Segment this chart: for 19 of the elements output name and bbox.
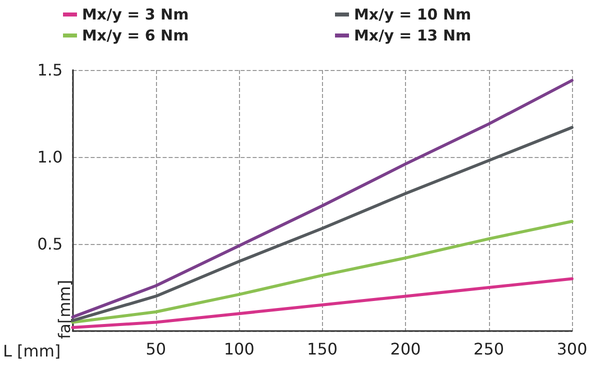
y-tick-label: 1.5 [37,60,63,80]
line-series [71,126,574,322]
y-tick-label: 1.0 [37,148,63,166]
x-tick-label: 100 [224,340,254,358]
x-tick-label: 50 [146,340,166,358]
line-series [71,220,574,324]
x-tick-label: 250 [474,340,504,358]
x-tick-label: 300 [556,340,588,358]
x-axis-title: L [mm] [3,342,61,360]
legend-label: Mx/y = 6 Nm [82,26,189,44]
legend-label: Mx/y = 3 Nm [82,6,189,24]
line-series [71,78,574,319]
y-axis-title: fa[mm] [55,280,74,339]
line-series [71,277,574,330]
x-tick-label: 200 [390,340,421,358]
x-tick-label: 150 [307,340,338,358]
y-tick-label: 0.5 [37,234,63,254]
legend-label: Mx/y = 10 Nm [354,6,472,24]
legend-label: Mx/y = 13 Nm [354,26,472,44]
